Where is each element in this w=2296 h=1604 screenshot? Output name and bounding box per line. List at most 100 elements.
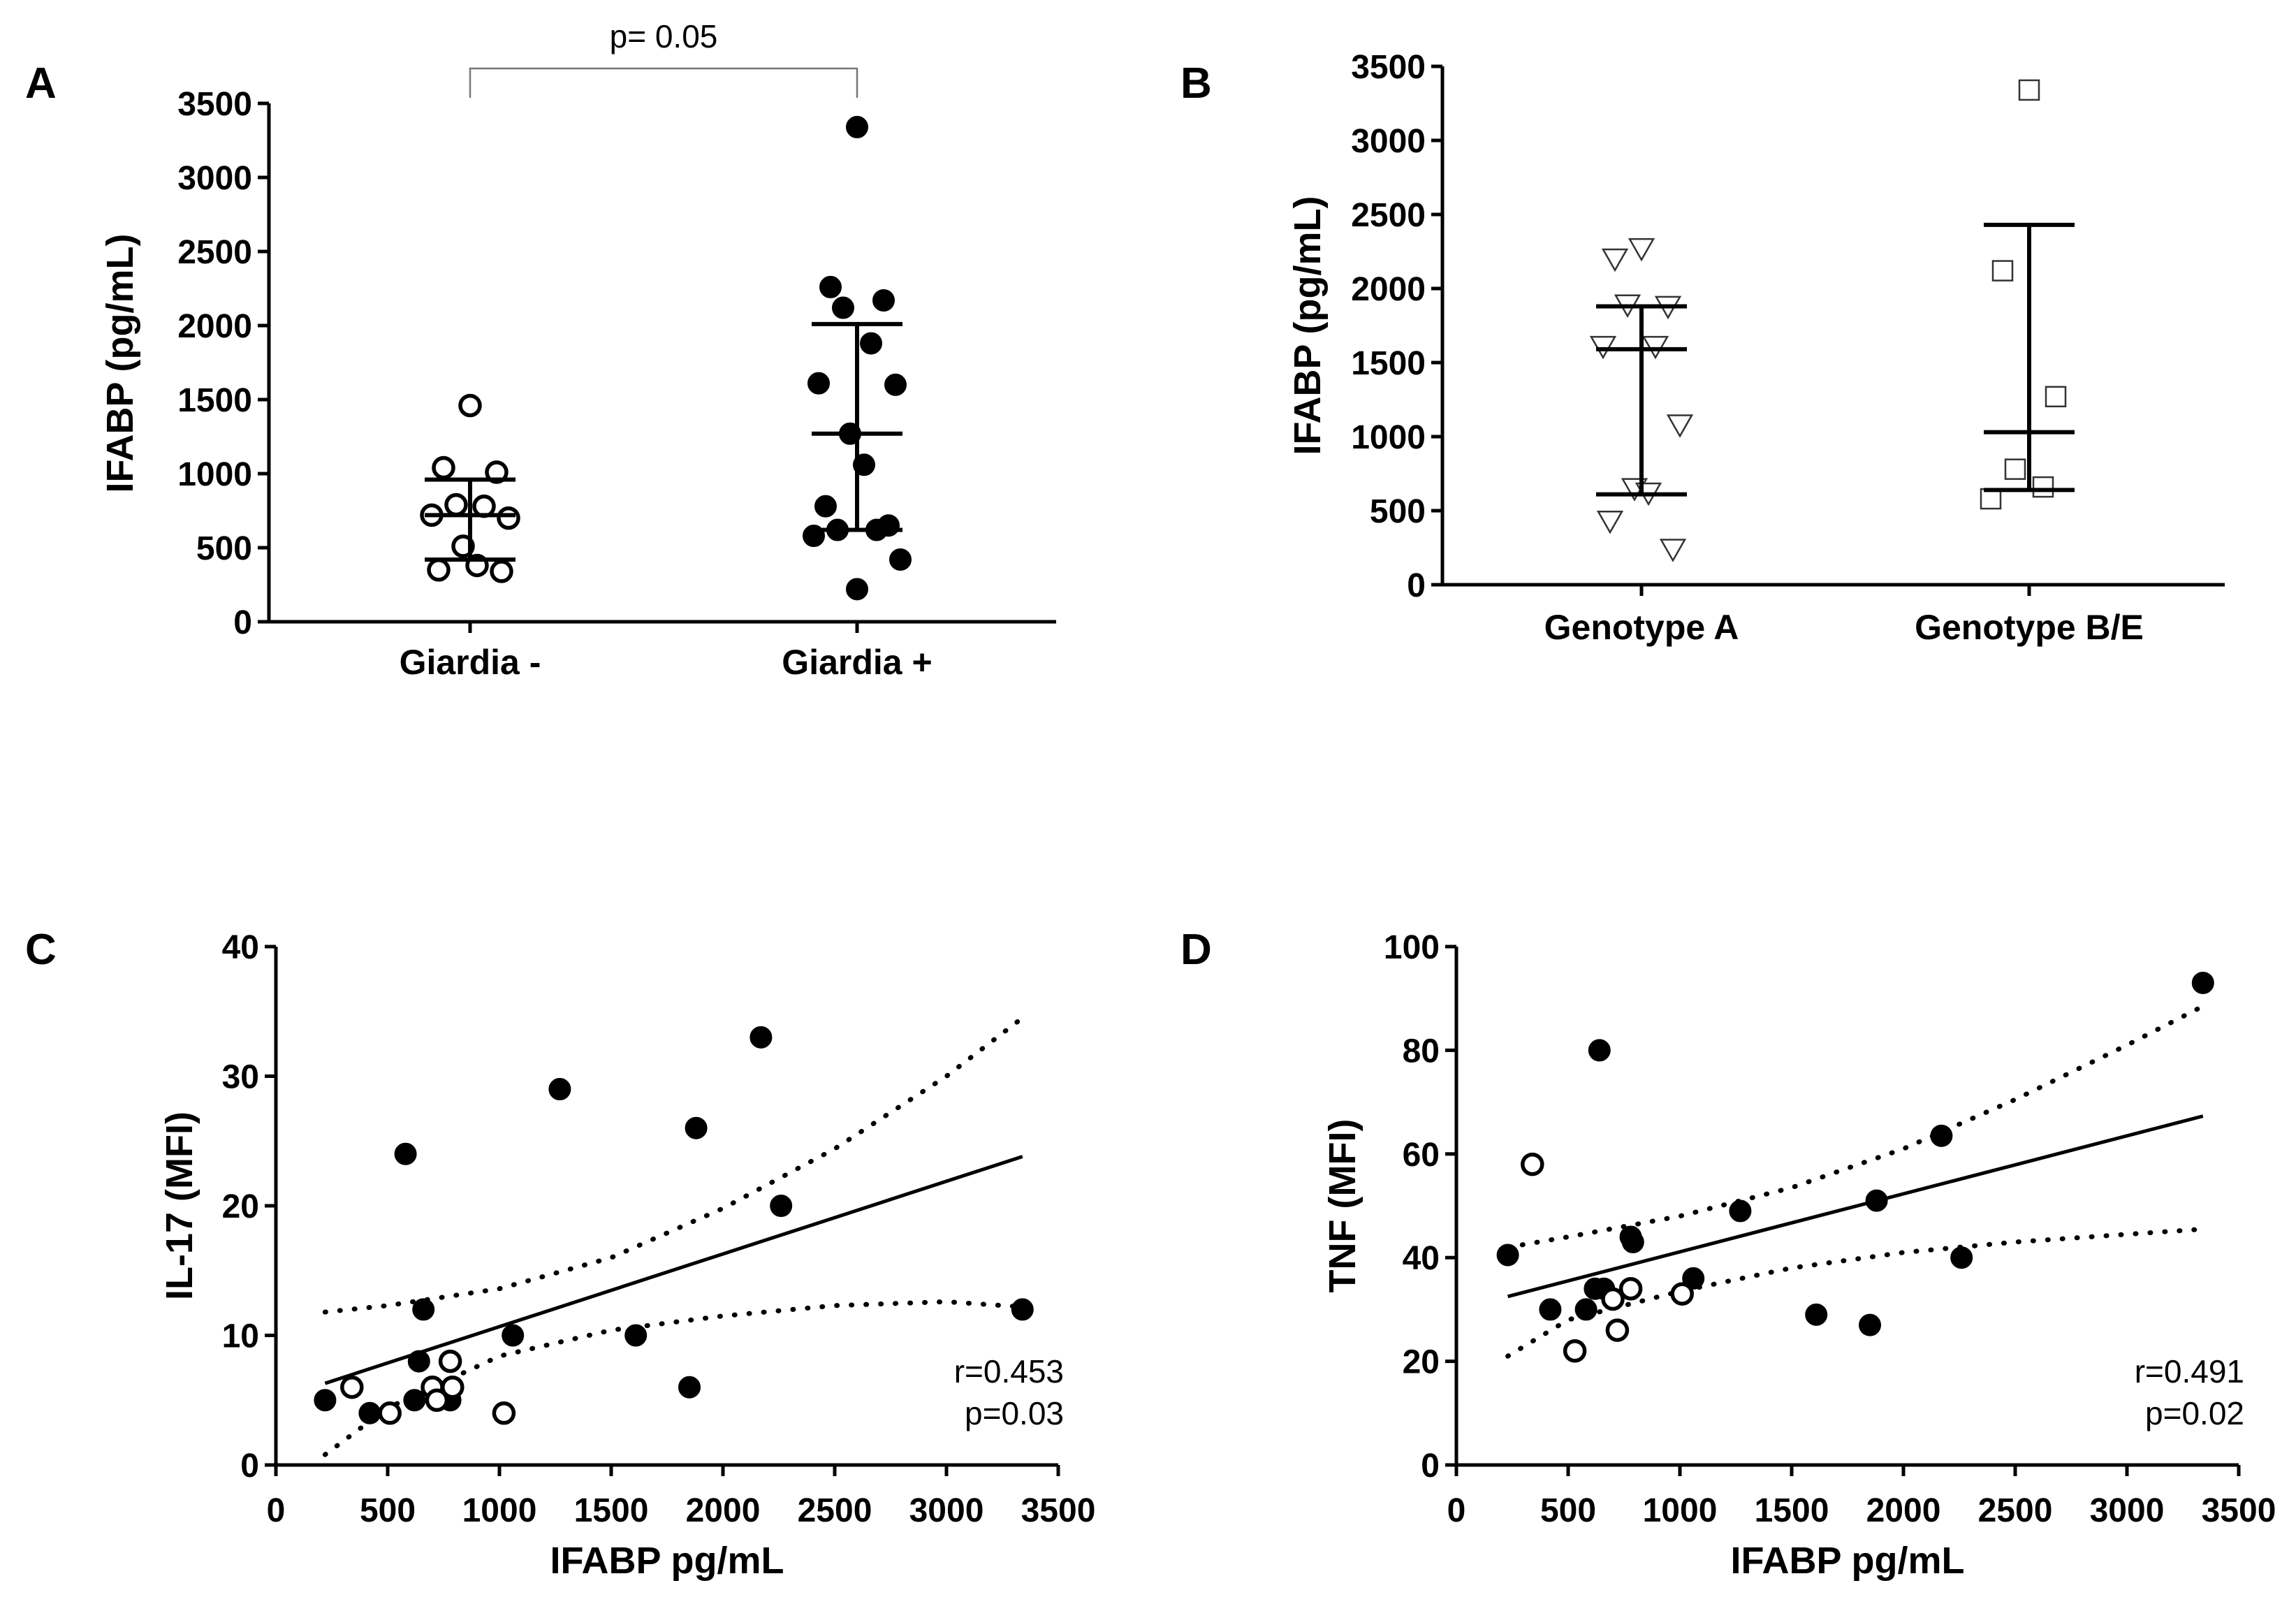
y-axis-title: IFABP (pg/mL): [1287, 196, 1329, 455]
open-triangle-marker: [1659, 539, 1687, 562]
filled-circle-marker: [1729, 1200, 1752, 1223]
x-tick-label: 0: [1447, 1492, 1466, 1529]
correlation-r: r=0.491: [2135, 1353, 2244, 1390]
y-axis-title: TNF (MFI): [1322, 1119, 1363, 1293]
open-circle-marker: [458, 393, 482, 418]
y-tick-label: 40: [1403, 1240, 1440, 1277]
y-tick-label: 2500: [177, 234, 252, 271]
open-circle-marker: [340, 1375, 364, 1399]
panel-label: A: [25, 59, 57, 108]
y-tick-label: 2000: [1351, 271, 1426, 308]
open-square-marker: [2045, 386, 2067, 408]
x-tick-label: 500: [1540, 1492, 1596, 1529]
x-category-label: Genotype A: [1544, 608, 1739, 647]
open-square-marker: [1991, 260, 2014, 282]
y-tick-label: 1000: [1351, 419, 1426, 456]
open-triangle-marker: [1666, 414, 1694, 438]
x-tick-label: 3000: [2090, 1492, 2165, 1529]
open-circle-marker: [497, 506, 520, 530]
x-tick-label: 3500: [2202, 1492, 2276, 1529]
filled-circle-marker: [1574, 1298, 1597, 1321]
y-tick-label: 20: [222, 1188, 259, 1225]
open-square-marker: [2004, 458, 2026, 480]
open-circle-marker: [492, 1401, 516, 1425]
y-tick-label: 3000: [1351, 123, 1426, 160]
y-tick-label: 100: [1384, 929, 1440, 966]
filled-circle-marker: [1682, 1267, 1705, 1290]
filled-circle-marker: [1865, 1189, 1888, 1212]
open-circle-marker: [425, 1388, 449, 1412]
group-1: [803, 115, 912, 601]
x-category-label: Giardia +: [782, 643, 932, 682]
y-tick-label: 500: [196, 530, 252, 567]
filled-circle-marker: [814, 495, 837, 518]
panel-d: 0 20 40 60 80 100 D TNF (MFI) 0 500 1000 1500 2000 25…: [1180, 926, 2276, 1582]
filled-circle-marker: [1930, 1124, 1953, 1147]
filled-circle-marker: [685, 1116, 708, 1139]
y-axis-title: IFABP (pg/mL): [99, 234, 141, 493]
x-category-label: Giardia -: [400, 643, 541, 682]
y-tick-label: 2500: [1351, 197, 1426, 234]
series-1: [340, 1349, 516, 1425]
filled-circle-marker: [846, 115, 868, 138]
x-tick-label: 3500: [1021, 1492, 1096, 1529]
filled-circle-marker: [1950, 1246, 1973, 1269]
x-tick-label: 2000: [686, 1492, 761, 1529]
y-tick-label: 3500: [1351, 49, 1426, 86]
filled-circle-marker: [314, 1389, 337, 1412]
series-0: [1496, 971, 2214, 1336]
open-circle-marker: [1521, 1152, 1544, 1176]
y-tick-label: 30: [222, 1059, 259, 1096]
filled-circle-marker: [770, 1195, 793, 1217]
x-axis-title: IFABP pg/mL: [1730, 1540, 1964, 1582]
y-axis-title: IL-17 (MFI): [159, 1111, 200, 1300]
open-circle-marker: [1601, 1287, 1625, 1311]
open-triangle-marker: [1601, 248, 1629, 272]
open-square-marker: [2018, 79, 2040, 101]
filled-circle-marker: [872, 289, 895, 312]
filled-circle-marker: [403, 1389, 426, 1412]
ci-upper-curve: [1505, 1003, 2206, 1250]
x-tick-label: 1000: [462, 1492, 537, 1529]
significance-label: p= 0.05: [610, 18, 718, 54]
filled-circle-marker: [832, 296, 854, 319]
x-tick-label: 1500: [574, 1492, 649, 1529]
open-circle-marker: [490, 560, 513, 583]
filled-circle-marker: [889, 548, 912, 571]
filled-circle-marker: [548, 1078, 571, 1101]
open-triangle-marker: [1628, 238, 1655, 262]
panel-c: 0 10 20 30 40 C IL-17 (MFI) 0 500 1000 1500 2000 250…: [25, 926, 1095, 1582]
open-circle-marker: [378, 1401, 402, 1425]
y-tick-label: 10: [222, 1318, 259, 1355]
filled-circle-marker: [1588, 1039, 1611, 1062]
y-tick-label: 3000: [177, 160, 252, 197]
filled-circle-marker: [846, 578, 868, 601]
filled-circle-marker: [1496, 1244, 1519, 1267]
open-circle-marker: [441, 1375, 465, 1399]
filled-circle-marker: [1539, 1298, 1562, 1321]
y-tick-label: 0: [240, 1448, 259, 1485]
open-circle-marker: [1605, 1318, 1630, 1342]
x-tick-label: 3000: [909, 1492, 984, 1529]
open-circle-marker: [438, 1349, 462, 1373]
x-tick-label: 500: [360, 1492, 416, 1529]
filled-circle-marker: [819, 275, 842, 298]
x-tick-label: 1500: [1755, 1492, 1829, 1529]
x-tick-label: 0: [267, 1492, 286, 1529]
series-0: [314, 1026, 1034, 1424]
y-tick-label: 1500: [1351, 345, 1426, 382]
group-0: [420, 393, 520, 583]
filled-circle-marker: [678, 1376, 701, 1399]
regression-line: [324, 1155, 1023, 1385]
y-tick-label: 0: [1407, 567, 1426, 604]
y-tick-label: 20: [1403, 1344, 1440, 1381]
open-circle-marker: [1563, 1339, 1587, 1363]
y-tick-label: 3500: [177, 86, 252, 123]
regression-line: [1507, 1114, 2204, 1299]
panel-a: 0 500 1000 1500 2000 2500 3000 3500 A IFABP (pg/m…: [25, 18, 1056, 682]
filled-circle-marker: [394, 1142, 417, 1165]
open-square-marker: [2032, 476, 2054, 498]
filled-circle-marker: [807, 372, 830, 395]
ci-upper-curve: [322, 1015, 1025, 1315]
filled-circle-marker: [624, 1324, 648, 1347]
